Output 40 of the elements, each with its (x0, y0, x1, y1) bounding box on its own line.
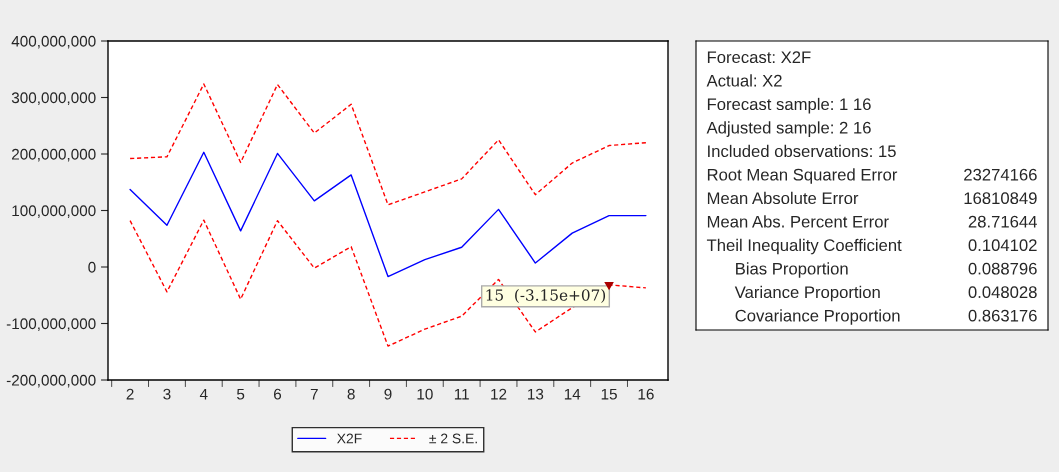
x-tick-label: 13 (528, 388, 544, 400)
text: Variance Proportion 0.048028 (734, 285, 1037, 302)
text: Actual: X2 (706, 74, 782, 87)
y-tick-label: -100,000,000 (6, 318, 96, 331)
x-tick-label: 15 (601, 388, 617, 400)
text: Bias Proportion 0.088796 (736, 262, 1037, 278)
legend-label: ± 2 S.E. (429, 433, 477, 444)
x-tick-label: 7 (310, 388, 318, 400)
x-tick-label: 12 (491, 388, 507, 400)
text: Forecast sample: 1 16 (707, 97, 871, 114)
y-tick-label: 400,000,000 (11, 35, 96, 49)
text: Adjusted sample: 2 16 (706, 121, 871, 137)
y-tick-label: 300,000,000 (11, 92, 96, 105)
y-tick-label: 100,000,000 (12, 205, 96, 218)
text: Included observations: 15 (708, 144, 896, 158)
text: Root Mean Squared Error 23274166 (707, 168, 1037, 184)
text: Mean Absolute Error 16810849 (707, 191, 1037, 205)
y-tick-label: 0 (88, 261, 96, 273)
x-tick-label: 14 (564, 388, 581, 400)
legend-label: X2F (337, 433, 362, 444)
x-tick-label: 10 (417, 388, 433, 400)
line-series (129, 219, 647, 347)
x-tick-label: 2 (126, 388, 134, 400)
text: Mean Abs. Percent Error 28.71644 (707, 215, 1037, 228)
x-tick-label: 8 (347, 388, 355, 400)
x-tick-label: 5 (236, 388, 245, 400)
y-tick-label: -200,000,000 (6, 374, 96, 388)
annotation: 15 (-3.15e+07) (486, 288, 606, 303)
line-series (129, 83, 647, 206)
x-tick-label: 6 (274, 388, 282, 400)
x-tick-label: 4 (199, 388, 208, 400)
x-tick-label: 16 (638, 388, 654, 400)
y-tick-label: 200,000,000 (12, 148, 96, 162)
x-tick-label: 9 (384, 388, 392, 400)
text: Forecast: X2F (707, 51, 811, 64)
x-tick-label: 3 (163, 388, 171, 400)
line-series (129, 151, 647, 278)
x-tick-label: 11 (454, 388, 469, 400)
text: Theil Inequality Coefficient 0.104102 (706, 238, 1037, 255)
text: Covariance Proportion 0.863176 (735, 309, 1037, 325)
